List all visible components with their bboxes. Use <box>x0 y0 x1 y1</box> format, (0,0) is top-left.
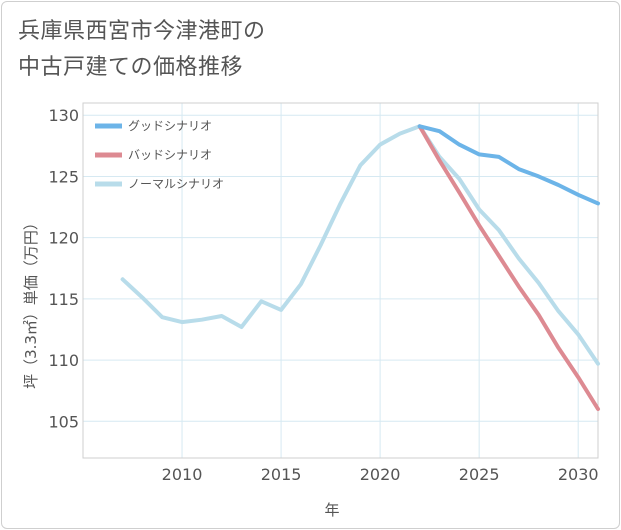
chart-title-line2: 中古戸建ての価格推移 <box>18 55 244 80</box>
grid <box>83 103 598 458</box>
series-line-0 <box>417 124 600 206</box>
y-tick-label: 120 <box>48 229 79 248</box>
y-tick-label: 115 <box>48 290 79 309</box>
series-line-2 <box>120 124 600 366</box>
y-tick-label: 105 <box>48 412 79 431</box>
series-line-1 <box>417 124 600 411</box>
y-tick-label: 130 <box>48 106 79 125</box>
x-tick-label: 2030 <box>558 465 599 484</box>
x-axis-label: 年 <box>324 501 339 519</box>
x-tick-label: 2010 <box>162 465 203 484</box>
x-tick-label: 2020 <box>360 465 401 484</box>
legend-label-2: ノーマルシナリオ <box>128 177 224 191</box>
plot-area-border <box>82 102 599 459</box>
chart-title: 兵庫県西宮市今津港町の 中古戸建ての価格推移 <box>18 14 266 86</box>
chart-title-line1: 兵庫県西宮市今津港町の <box>18 19 266 44</box>
series-layer <box>120 124 600 411</box>
y-tick-label: 125 <box>48 167 79 186</box>
x-tick-label: 2025 <box>459 465 500 484</box>
legend-label-1: バッドシナリオ <box>128 148 212 162</box>
axis-ticks: 2010 2015 2020 2025 2030 105 110 115 120 125 130 <box>48 106 598 484</box>
x-tick-label: 2015 <box>261 465 302 484</box>
y-tick-label: 110 <box>48 351 79 370</box>
y-axis-label: 坪（3.3㎡）単価（万円） <box>22 215 40 389</box>
legend-label-0: グッドシナリオ <box>128 119 212 133</box>
